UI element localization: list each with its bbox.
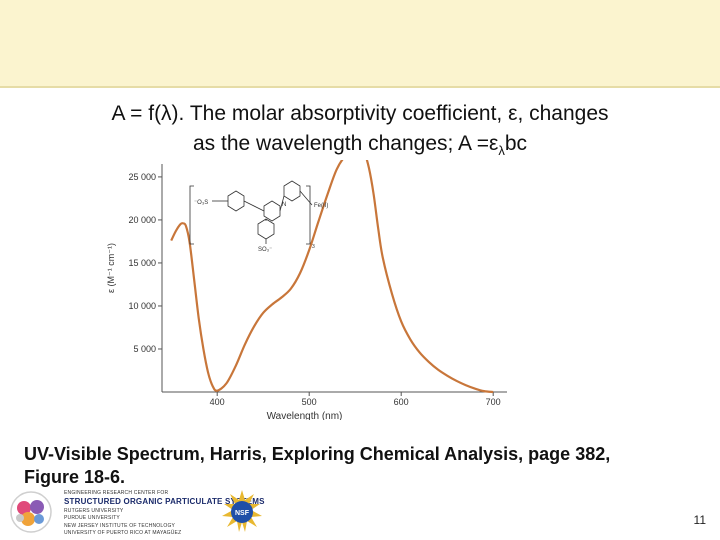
inset-benzene-ring-2 xyxy=(263,200,281,222)
ferrozine-structure-inset: ⁻O₃S SO₃⁻ N Fe(II) 3 xyxy=(189,180,328,253)
slide-heading-line1: A = f(λ). The molar absorptivity coeffic… xyxy=(111,102,609,125)
inset-right-bracket xyxy=(306,185,311,245)
heading-lambda-subscript: λ xyxy=(498,143,505,158)
x-tick-label-700: 700 xyxy=(486,397,501,407)
inset-label-sulfonate-1: ⁻O₃S xyxy=(194,200,208,206)
inset-label-iron: Fe(II) xyxy=(314,203,328,209)
footer-line6: UNIVERSITY OF PUERTO RICO AT MAYAGÜEZ xyxy=(64,530,182,536)
inset-label-subscript-3: 3 xyxy=(312,244,315,250)
footer-line1: ENGINEERING RESEARCH CENTER FOR xyxy=(64,490,169,496)
x-tick-label-500: 500 xyxy=(302,397,317,407)
y-tick-label-20000: 20 000 xyxy=(128,215,156,225)
x-tick-label-400: 400 xyxy=(210,397,225,407)
footer-line4: PURDUE UNIVERSITY xyxy=(64,515,120,521)
footer-institutions: ENGINEERING RESEARCH CENTER FOR STRUCTUR… xyxy=(64,490,265,538)
inset-triazine-ring xyxy=(283,180,301,202)
inset-left-bracket xyxy=(189,185,194,245)
slide-heading-line2: as the wavelength changes; A =ελbc xyxy=(40,132,680,158)
page-number: 11 xyxy=(693,513,706,527)
inset-label-sulfonate-2: SO₃⁻ xyxy=(258,247,272,253)
inset-bond-3 xyxy=(279,195,285,212)
inset-benzene-ring-3 xyxy=(257,218,275,240)
nsf-logo: NSF xyxy=(222,490,262,532)
inset-label-nitrogen: N xyxy=(282,202,286,208)
inset-bond-2 xyxy=(243,200,265,212)
absorption-spectrum-chart: 5 000 10 000 15 000 20 000 25 000 400 500 600 70… xyxy=(106,160,507,420)
title-band-divider xyxy=(0,86,720,88)
y-tick-label-25000: 25 000 xyxy=(128,172,156,182)
spectrum-curve-0 xyxy=(170,160,494,394)
plot-layer: 5 000 10 000 15 000 20 000 25 000 400 500 600 70… xyxy=(106,160,507,420)
title-band xyxy=(0,0,720,86)
footer-line5: NEW JERSEY INSTITUTE OF TECHNOLOGY xyxy=(64,522,176,529)
footer-line2: STRUCTURED ORGANIC PARTICULATE SYSTEMS xyxy=(64,496,265,506)
x-tick-label-600: 600 xyxy=(394,397,409,407)
organization-logo xyxy=(10,491,52,533)
inset-benzene-ring-1 xyxy=(227,190,245,212)
y-tick-label-5000: 5 000 xyxy=(133,344,156,354)
inset-bond-to-iron xyxy=(299,190,313,206)
heading-line2-main: as the wavelength changes; A =ε xyxy=(192,132,499,155)
footer-line3: RUTGERS UNIVERSITY xyxy=(64,507,124,514)
caption-line2: Figure 18-6. xyxy=(24,467,126,487)
figure-caption: UV-Visible Spectrum, Harris, Exploring C… xyxy=(24,443,704,489)
heading-line2-end: bc xyxy=(504,132,528,155)
nsf-label: NSF xyxy=(235,510,250,517)
y-tick-label-10000: 10 000 xyxy=(128,301,156,311)
caption-line1: UV-Visible Spectrum, Harris, Exploring C… xyxy=(24,444,611,464)
y-tick-label-15000: 15 000 xyxy=(128,258,156,268)
x-axis-label: Wavelength (nm) xyxy=(267,411,343,420)
y-axis-label: ε (M⁻¹ cm⁻¹) xyxy=(106,243,116,293)
